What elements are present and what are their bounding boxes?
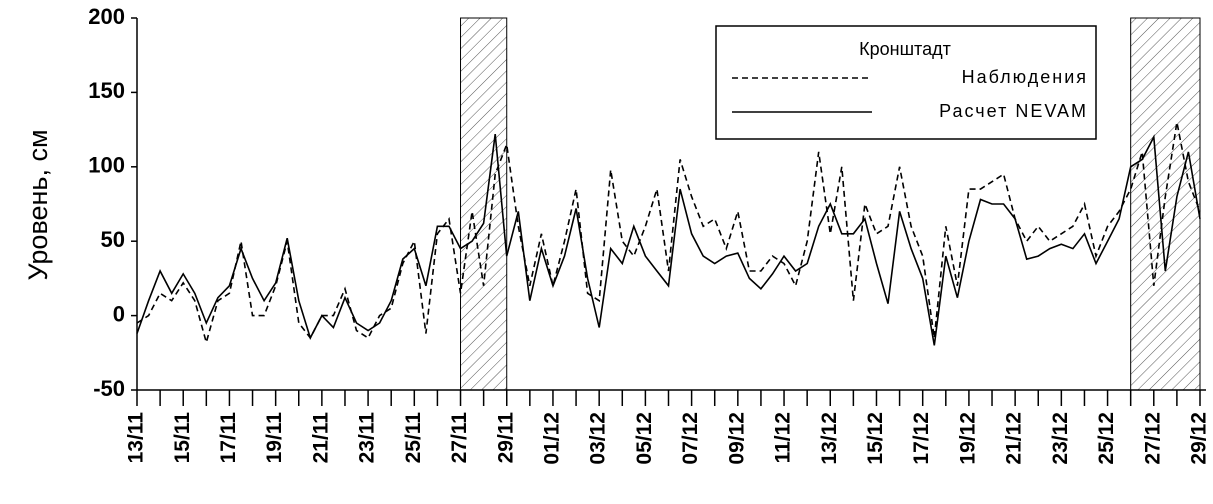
y-tick-label: 50 — [101, 227, 125, 252]
legend-title: Кронштадт — [859, 39, 951, 59]
x-tick-label: 09/12 — [725, 412, 748, 465]
series-line — [136, 133, 1201, 346]
x-tick-label: 15/12 — [864, 412, 887, 465]
y-tick-label: -50 — [93, 376, 125, 401]
x-tick-label: 27/11 — [448, 412, 471, 464]
x-tick-label: 29/11 — [494, 412, 517, 464]
x-tick-label: 25/12 — [1095, 412, 1118, 465]
x-tick-label: 19/12 — [956, 412, 979, 465]
series-line — [136, 122, 1201, 346]
x-tick-label: 11/12 — [772, 412, 795, 463]
x-tick-label: 29/12 — [1188, 412, 1211, 465]
x-tick-label: 25/11 — [402, 412, 425, 464]
x-tick-label: 03/12 — [587, 412, 610, 465]
y-tick-label: 100 — [88, 153, 125, 178]
legend-label: Наблюдения — [962, 67, 1088, 87]
x-tick-label: 05/12 — [633, 412, 656, 465]
y-axis-label: Уровень, см — [23, 129, 53, 280]
x-tick-label: 15/11 — [171, 412, 194, 464]
x-tick-label: 23/11 — [356, 412, 379, 464]
x-tick-label: 21/11 — [309, 412, 332, 464]
x-tick-label: 13/11 — [125, 412, 148, 464]
highlight-range — [1130, 17, 1201, 391]
x-tick-label: 17/11 — [217, 412, 240, 464]
x-tick-label: 23/12 — [1049, 412, 1072, 465]
x-tick-label: 07/12 — [679, 412, 702, 465]
y-tick-label: 0 — [113, 301, 125, 326]
x-tick-label: 13/12 — [818, 412, 841, 465]
x-tick-label: 21/12 — [1003, 412, 1026, 465]
x-tick-label: 19/11 — [263, 412, 286, 464]
x-tick-label: 01/12 — [541, 412, 564, 465]
legend-box — [715, 25, 1097, 140]
x-tick-label: 27/12 — [1141, 412, 1164, 465]
y-tick-label: 150 — [88, 78, 125, 103]
highlight-range — [460, 17, 508, 391]
y-tick-label: 200 — [88, 4, 125, 29]
x-tick-label: 17/12 — [910, 412, 933, 465]
legend-label: Расчет NEVAM — [939, 101, 1088, 121]
